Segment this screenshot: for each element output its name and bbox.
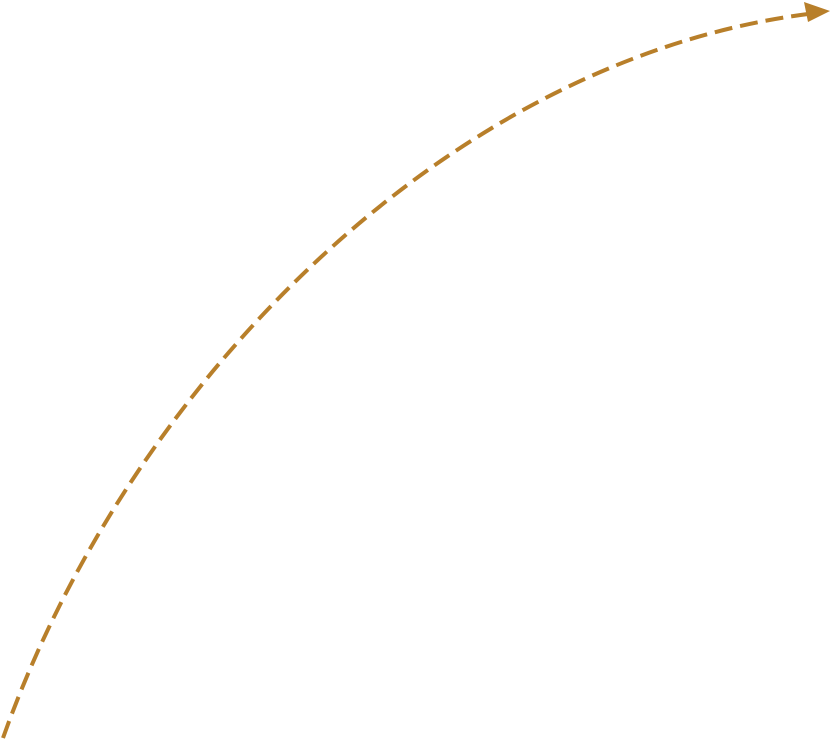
arrowhead	[804, 2, 830, 22]
dashed-curve	[1, 12, 809, 739]
